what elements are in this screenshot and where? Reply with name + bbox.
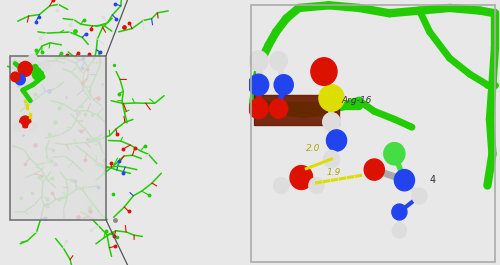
Circle shape bbox=[249, 51, 268, 71]
Bar bbox=[254, 95, 339, 125]
Circle shape bbox=[18, 61, 32, 76]
Text: 4: 4 bbox=[430, 175, 436, 185]
Circle shape bbox=[274, 75, 293, 95]
Circle shape bbox=[311, 58, 337, 85]
Circle shape bbox=[14, 123, 22, 131]
Circle shape bbox=[10, 72, 20, 82]
Circle shape bbox=[249, 99, 268, 119]
Circle shape bbox=[290, 166, 312, 189]
Circle shape bbox=[29, 123, 37, 131]
Circle shape bbox=[309, 178, 324, 193]
Circle shape bbox=[384, 143, 405, 165]
Bar bbox=[10, 56, 106, 220]
Circle shape bbox=[364, 159, 384, 180]
Circle shape bbox=[20, 116, 31, 128]
Circle shape bbox=[270, 99, 287, 118]
Circle shape bbox=[392, 223, 406, 238]
Circle shape bbox=[324, 151, 340, 167]
Circle shape bbox=[274, 178, 288, 193]
Circle shape bbox=[412, 188, 427, 204]
Circle shape bbox=[29, 54, 37, 63]
Circle shape bbox=[15, 74, 25, 85]
Circle shape bbox=[41, 61, 50, 71]
Circle shape bbox=[248, 74, 268, 95]
Circle shape bbox=[392, 204, 407, 220]
Circle shape bbox=[270, 52, 287, 70]
Circle shape bbox=[394, 170, 414, 191]
Text: Arg-16: Arg-16 bbox=[342, 96, 372, 105]
Circle shape bbox=[322, 113, 340, 131]
Circle shape bbox=[32, 68, 44, 80]
Text: 2.0: 2.0 bbox=[306, 144, 320, 153]
Text: 1.9: 1.9 bbox=[326, 168, 341, 177]
Circle shape bbox=[319, 85, 344, 111]
Circle shape bbox=[326, 130, 346, 151]
